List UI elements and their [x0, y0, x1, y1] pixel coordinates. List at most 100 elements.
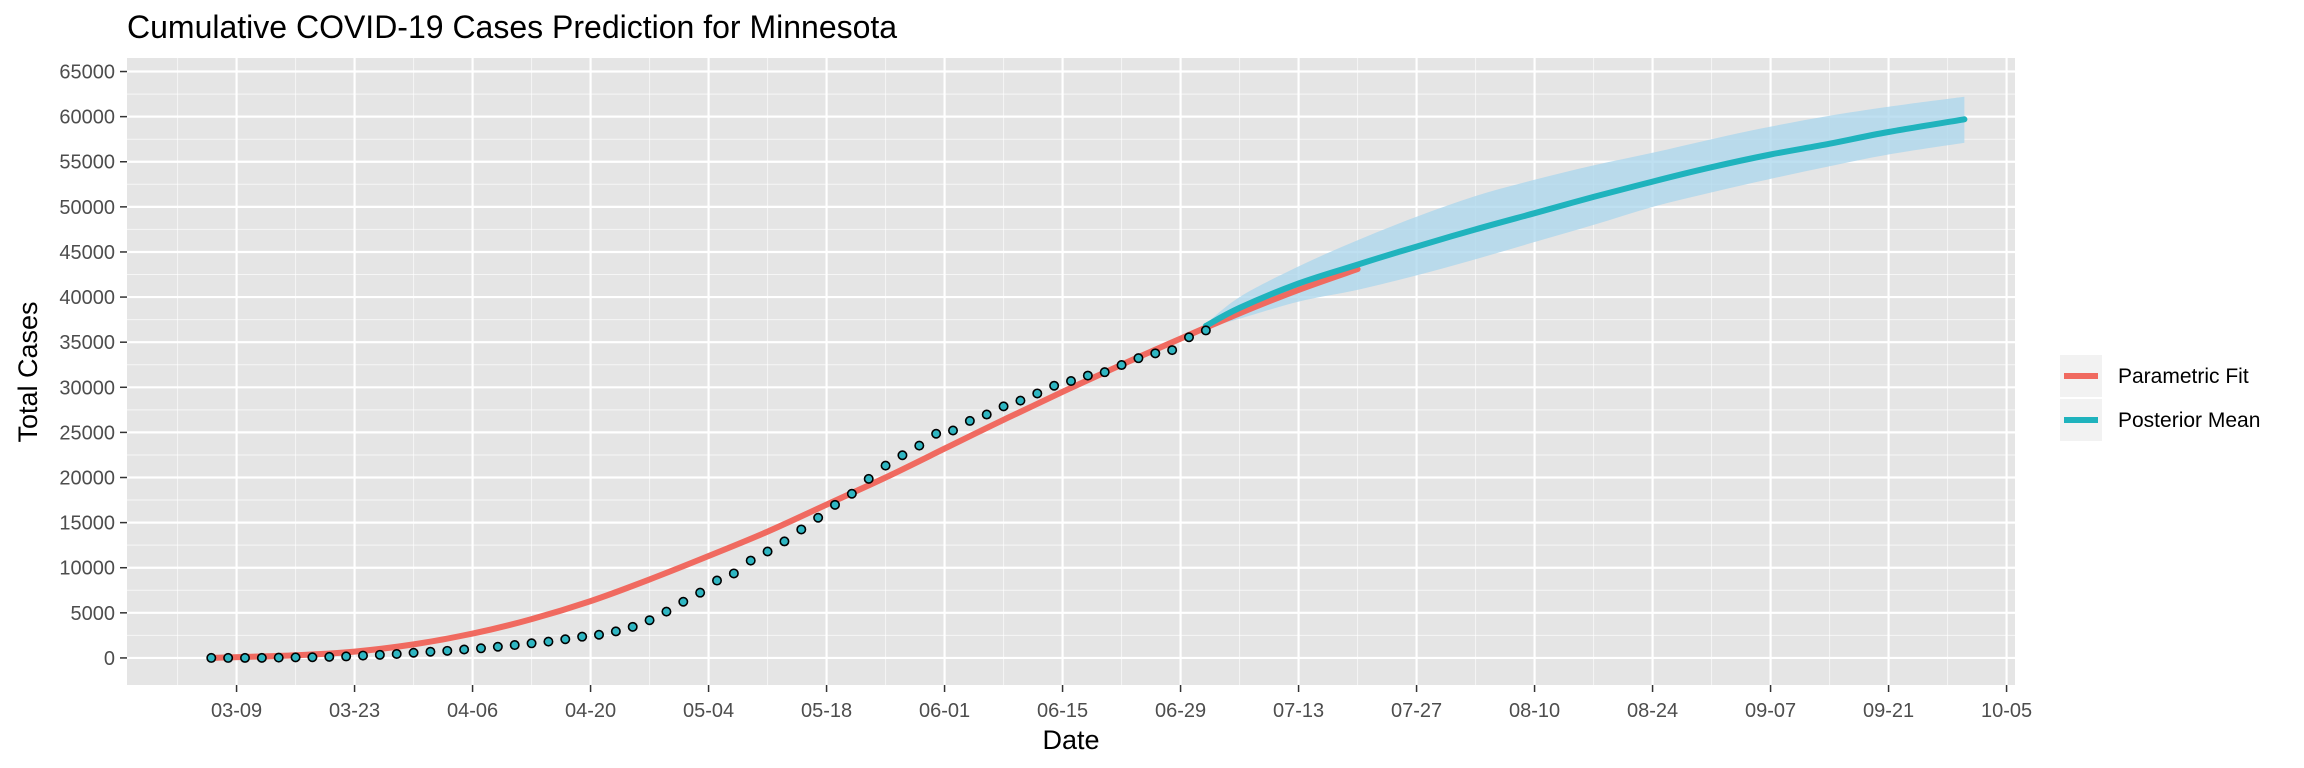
x-tick-label: 08-10 — [1509, 700, 1560, 722]
observed-point — [459, 644, 470, 655]
x-tick-label: 03-23 — [329, 700, 380, 722]
observed-point — [947, 425, 958, 436]
x-tick-label: 10-05 — [1981, 700, 2032, 722]
y-tick-label: 40000 — [59, 287, 115, 309]
observed-point — [796, 524, 807, 535]
observed-point — [1082, 370, 1093, 381]
x-tick-label: 05-18 — [801, 700, 852, 722]
observed-point — [1200, 325, 1211, 336]
observed-point — [442, 645, 453, 656]
x-tick-label: 09-21 — [1863, 700, 1914, 722]
observed-point — [223, 652, 234, 663]
observed-point — [492, 641, 503, 652]
observed-point — [829, 499, 840, 510]
observed-point — [240, 652, 251, 663]
observed-point — [374, 649, 385, 660]
observed-point — [914, 440, 925, 451]
observed-point — [324, 651, 335, 662]
legend-label-posterior: Posterior Mean — [2118, 409, 2260, 432]
x-tick-label: 08-24 — [1627, 700, 1678, 722]
data-marks — [206, 96, 1968, 663]
observed-point — [897, 450, 908, 461]
observed-point — [391, 648, 402, 659]
observed-point — [728, 568, 739, 579]
x-tick-label: 03-09 — [211, 700, 262, 722]
y-tick-label: 10000 — [59, 558, 115, 580]
observed-point — [560, 634, 571, 645]
y-tick-label: 35000 — [59, 332, 115, 354]
observed-point — [661, 606, 672, 617]
observed-point — [711, 575, 722, 586]
legend-label-parametric: Parametric Fit — [2118, 365, 2249, 388]
observed-point — [408, 647, 419, 658]
x-tick-label: 06-29 — [1155, 700, 1206, 722]
observed-point — [644, 615, 655, 626]
x-tick-label: 07-27 — [1391, 700, 1442, 722]
observed-point — [206, 652, 217, 663]
y-tick-label: 0 — [104, 648, 115, 670]
y-tick-label: 60000 — [59, 107, 115, 129]
observed-point — [593, 629, 604, 640]
observed-point — [1116, 360, 1127, 371]
x-tick-label: 07-13 — [1273, 700, 1324, 722]
x-tick-label: 09-07 — [1745, 700, 1796, 722]
observed-point — [1167, 345, 1178, 356]
observed-point — [931, 428, 942, 439]
chart-title: Cumulative COVID-19 Cases Prediction for… — [127, 9, 897, 45]
observed-point — [1099, 367, 1110, 378]
x-axis: 03-09 03-23 04-06 04-20 05-04 05-18 06-01 06-15… — [211, 685, 2032, 722]
observed-point — [273, 652, 284, 663]
observed-point — [762, 546, 773, 557]
y-tick-label: 25000 — [59, 422, 115, 444]
observed-point — [695, 587, 706, 598]
observed-point — [357, 650, 368, 661]
observed-point — [981, 409, 992, 420]
y-tick-label: 65000 — [59, 62, 115, 84]
posterior-mean-line — [1202, 116, 1968, 329]
observed-point — [813, 512, 824, 523]
observed-point — [1184, 332, 1195, 343]
y-tick-label: 20000 — [59, 468, 115, 490]
y-tick-label: 50000 — [59, 197, 115, 219]
observed-point — [610, 626, 621, 637]
observed-point — [745, 555, 756, 566]
parametric-fit-line — [208, 266, 1361, 661]
y-axis-title: Total Cases — [13, 301, 43, 442]
observed-point — [678, 596, 689, 607]
x-tick-label: 04-20 — [565, 700, 616, 722]
y-tick-label: 45000 — [59, 242, 115, 264]
legend: Parametric Fit Posterior Mean — [2060, 355, 2260, 441]
observed-point — [846, 488, 857, 499]
x-tick-label: 04-06 — [447, 700, 498, 722]
observed-point — [1015, 395, 1026, 406]
observed-point — [341, 651, 352, 662]
observed-point — [1133, 353, 1144, 364]
y-tick-label: 15000 — [59, 513, 115, 535]
observed-point — [290, 652, 301, 663]
observed-point — [577, 631, 588, 642]
observed-point — [425, 646, 436, 657]
observed-point — [779, 536, 790, 547]
observed-point — [475, 643, 486, 654]
observed-point — [1066, 376, 1077, 387]
x-axis-title: Date — [1042, 725, 1099, 755]
observed-point — [256, 652, 267, 663]
x-tick-label: 06-01 — [919, 700, 970, 722]
observed-point — [1032, 388, 1043, 399]
observed-point — [880, 460, 891, 471]
observed-point — [863, 473, 874, 484]
x-tick-label: 05-04 — [683, 700, 734, 722]
y-tick-label: 5000 — [71, 603, 116, 625]
observed-point — [509, 640, 520, 651]
observed-point — [1049, 380, 1060, 391]
x-tick-label: 06-15 — [1037, 700, 1088, 722]
observed-point — [526, 638, 537, 649]
observed-point — [543, 636, 554, 647]
y-axis: 0 5000 10000 15000 20000 25000 30000 35000 40000… — [59, 62, 127, 670]
observed-point — [998, 401, 1009, 412]
observed-point — [1150, 348, 1161, 359]
y-tick-label: 55000 — [59, 152, 115, 174]
observed-point — [627, 621, 638, 632]
minor-gridlines — [127, 58, 2015, 685]
